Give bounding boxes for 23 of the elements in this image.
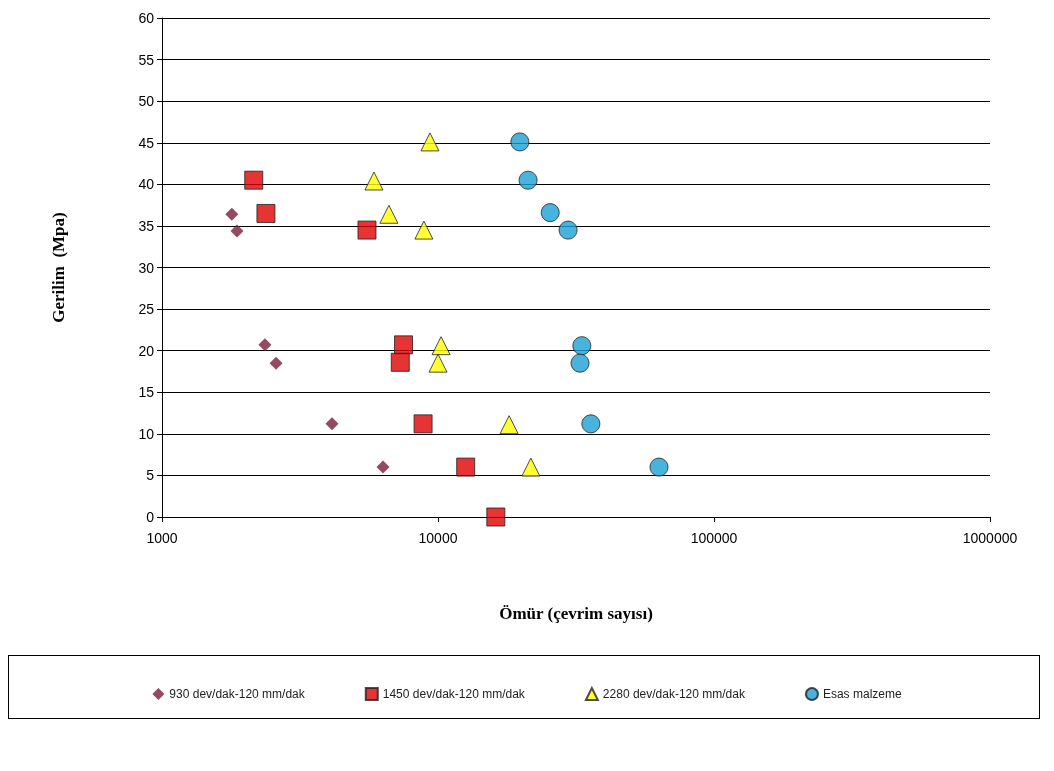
y-tick-label: 30 xyxy=(138,259,155,276)
legend-label: 930 dev/dak-120 mm/dak xyxy=(169,687,306,701)
x-tick-label: 1000000 xyxy=(962,530,1018,546)
x-tick-label: 10000 xyxy=(418,530,458,546)
legend-label: 1450 dev/dak-120 mm/dak xyxy=(382,687,526,701)
y-tick-label: 55 xyxy=(138,51,155,68)
x-tick-label: 100000 xyxy=(690,530,738,546)
y-tick-label: 35 xyxy=(138,217,155,234)
x-tick-label: 1000 xyxy=(146,530,178,546)
y-tick-label: 15 xyxy=(138,384,155,401)
y-axis-title: Gerilim (Mpa) xyxy=(49,212,68,323)
legend-label: Esas malzeme xyxy=(822,687,902,701)
y-tick-label: 45 xyxy=(138,134,155,151)
legend-label: 2280 dev/dak-120 mm/dak xyxy=(602,687,746,701)
y-tick-label: 60 xyxy=(138,10,155,26)
y-tick-label: 40 xyxy=(138,176,155,193)
y-tick-label: 50 xyxy=(138,93,155,110)
y-tick-label: 25 xyxy=(138,301,155,318)
y-tick-label: 5 xyxy=(146,467,155,484)
x-axis-title: Ömür (çevrim sayısı) xyxy=(499,604,653,623)
y-tick-label: 0 xyxy=(146,509,155,525)
y-tick-label: 10 xyxy=(138,425,155,442)
y-tick-label: 20 xyxy=(138,342,155,359)
